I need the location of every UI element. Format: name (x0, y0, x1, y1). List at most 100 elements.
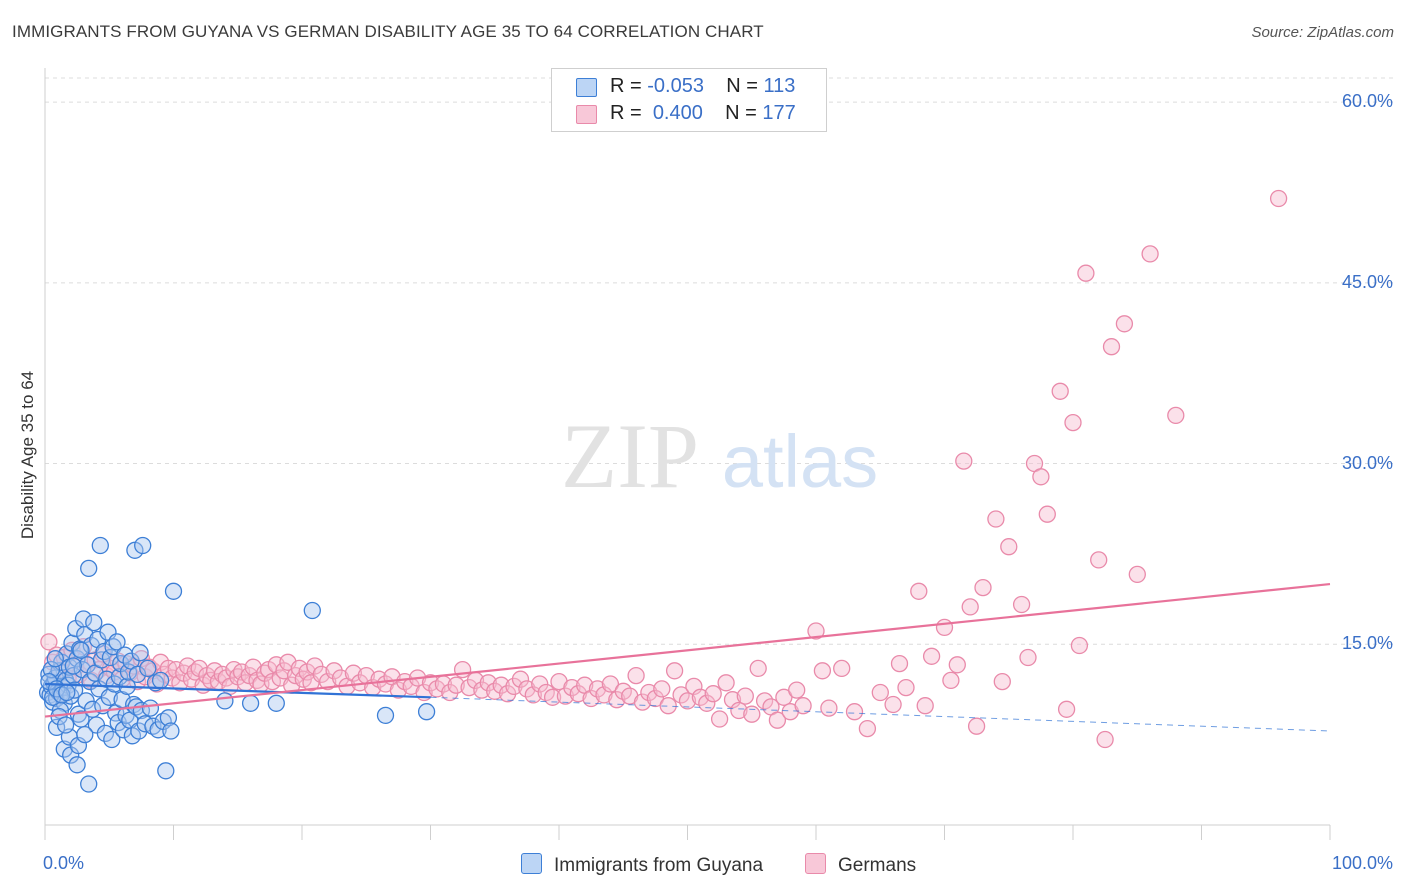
bottom-legend-germans: Germans (805, 853, 916, 877)
germans-point (672, 686, 690, 704)
germans-point (1077, 264, 1095, 282)
germans-point (344, 664, 363, 682)
germans-point (723, 691, 742, 709)
germans-trend-line (44, 582, 1331, 718)
x-tick-label: 0.0% (43, 853, 85, 873)
germans-point (993, 672, 1011, 691)
germans-point (813, 662, 832, 680)
guyana-point (164, 582, 183, 600)
germans-point (543, 688, 562, 706)
guyana-point (91, 536, 109, 555)
legend-swatch-guyana (576, 78, 597, 97)
guyana-point (103, 730, 121, 749)
legend-swatch-germans (576, 105, 597, 124)
y-tick-label: 60.0% (1341, 91, 1393, 112)
germans-point (505, 677, 523, 696)
guyana-point (76, 725, 94, 744)
germans-point (730, 701, 748, 720)
germans-point (582, 689, 600, 708)
legend-r-label: R = (610, 102, 648, 124)
germans-point (807, 622, 825, 640)
germans-point (833, 659, 851, 678)
guyana-trend-line (44, 682, 431, 699)
germans-point (890, 654, 909, 673)
germans-point (1269, 189, 1288, 208)
germans-point (40, 633, 58, 651)
germans-point (1128, 565, 1146, 584)
watermark-atlas: atlas (722, 420, 878, 503)
bottom-legend-guyana: Immigrants from Guyana (521, 853, 763, 877)
germans-point (453, 660, 472, 679)
germans-point (942, 671, 960, 690)
axes (44, 68, 1331, 840)
guyana-point (80, 775, 98, 793)
germans-point (627, 666, 645, 685)
trend-lines (44, 582, 1331, 732)
germans-point (935, 618, 954, 637)
germans-point (486, 682, 504, 700)
guyana-point (151, 671, 170, 690)
guyana-point (64, 657, 82, 675)
germans-point (595, 686, 613, 704)
guyana-point (141, 699, 160, 717)
germans-point (736, 687, 754, 705)
germans-point (749, 659, 767, 678)
guyana-point (101, 648, 120, 667)
germans-point (1032, 468, 1050, 486)
legend-n-label: N = (726, 75, 764, 97)
guyana-point (241, 694, 260, 712)
guyana-point (108, 633, 126, 651)
guyana-point (95, 642, 113, 661)
germans-point (678, 692, 697, 710)
germans-point (646, 689, 665, 708)
guyana-point (149, 721, 167, 739)
germans-point (755, 692, 774, 710)
chart-title: IMMIGRANTS FROM GUYANA VS GERMAN DISABIL… (12, 22, 764, 41)
guyana-point (216, 692, 234, 710)
guyana-trend-extension (430, 696, 1331, 732)
germans-point (871, 683, 889, 702)
germans-point (845, 703, 864, 721)
y-tick-label: 30.0% (1341, 452, 1393, 473)
germans-point (858, 719, 877, 738)
germans-point (1038, 505, 1056, 523)
guyana-point (56, 716, 75, 734)
guyana-point (73, 660, 91, 679)
germans-point (775, 688, 793, 706)
germans-point (588, 680, 607, 698)
guyana-point (159, 709, 178, 727)
guyana-point (72, 641, 90, 659)
germans-point (518, 680, 536, 698)
legend: R = -0.053 N = 113 R = 0.400 N = 177 (551, 68, 827, 132)
legend-n-value: 113 (763, 75, 796, 97)
germans-point (967, 717, 986, 735)
germans-point (820, 699, 838, 717)
germans-point (922, 647, 941, 665)
germans-point (1051, 382, 1069, 400)
bottom-legend-label-germans: Germans (838, 855, 917, 876)
x-tick-label: 100.0% (1331, 853, 1393, 873)
germans-point (704, 685, 722, 703)
guyana-point (134, 536, 152, 555)
bottom-legend-label-guyana: Immigrants from Guyana (554, 855, 764, 876)
germans-point (1064, 413, 1082, 432)
germans-point (524, 686, 542, 704)
guyana-point (46, 650, 64, 668)
chart-source: Source: ZipAtlas.com (1251, 24, 1394, 41)
guyana-point (162, 722, 180, 740)
germans-point (1070, 636, 1089, 655)
germans-point (788, 681, 806, 699)
germans-point (1102, 338, 1121, 356)
germans-point (768, 711, 787, 729)
legend-n-value: 177 (762, 102, 796, 124)
guyana-point (131, 644, 149, 662)
germans-point (743, 705, 761, 723)
bottom-legend-swatch-germans (805, 853, 826, 874)
guyana-point (68, 756, 86, 774)
guyana-point (417, 703, 436, 721)
germans-point (653, 680, 671, 698)
guyana-point (85, 613, 103, 632)
grid-lines (45, 77, 1395, 645)
germans-point (447, 676, 465, 694)
